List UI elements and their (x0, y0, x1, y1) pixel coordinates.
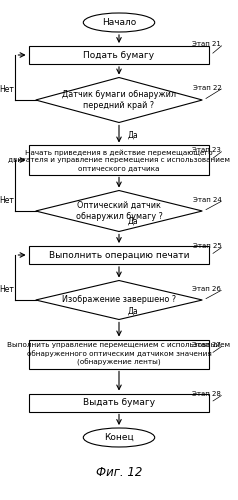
Bar (29, 340, 209, 368)
Text: Этап 25: Этап 25 (193, 243, 221, 249)
Text: Этап 23: Этап 23 (193, 147, 221, 153)
Text: Изображение завершено ?: Изображение завершено ? (62, 296, 176, 304)
Text: Начало: Начало (102, 18, 136, 27)
Text: Фиг. 12: Фиг. 12 (96, 466, 142, 479)
Text: Нет: Нет (0, 285, 14, 294)
Text: Да: Да (127, 306, 138, 316)
Text: Начать приведения в действие перемещающего
двигателя и управление перемещения с : Начать приведения в действие перемещающе… (8, 149, 230, 171)
Text: Датчик бумаги обнаружил
передний край ?: Датчик бумаги обнаружил передний край ? (62, 90, 176, 110)
Text: Да: Да (127, 217, 138, 226)
Text: Этап 24: Этап 24 (193, 197, 221, 203)
Bar (29, 394, 209, 411)
Text: Этап 27: Этап 27 (193, 342, 221, 348)
Text: Этап 28: Этап 28 (193, 391, 221, 397)
Text: Выполнить управление перемещением с использованием
обнаруженного оптическим датч: Выполнить управление перемещением с испо… (7, 342, 231, 366)
Text: Этап 21: Этап 21 (193, 41, 221, 47)
Text: Этап 26: Этап 26 (193, 286, 221, 292)
Text: Нет: Нет (0, 196, 14, 205)
Text: Да: Да (127, 130, 138, 140)
Bar (29, 46, 209, 64)
Text: Оптический датчик
обнаружил бумагу ?: Оптический датчик обнаружил бумагу ? (75, 201, 163, 221)
Text: Конец: Конец (104, 433, 134, 442)
Text: Выполнить операцию печати: Выполнить операцию печати (49, 250, 189, 260)
Text: Выдать бумагу: Выдать бумагу (83, 398, 155, 407)
Bar (29, 246, 209, 264)
Text: Нет: Нет (0, 85, 14, 94)
Bar (29, 146, 209, 174)
Text: Подать бумагу: Подать бумагу (84, 50, 154, 59)
Text: Этап 22: Этап 22 (193, 84, 221, 90)
